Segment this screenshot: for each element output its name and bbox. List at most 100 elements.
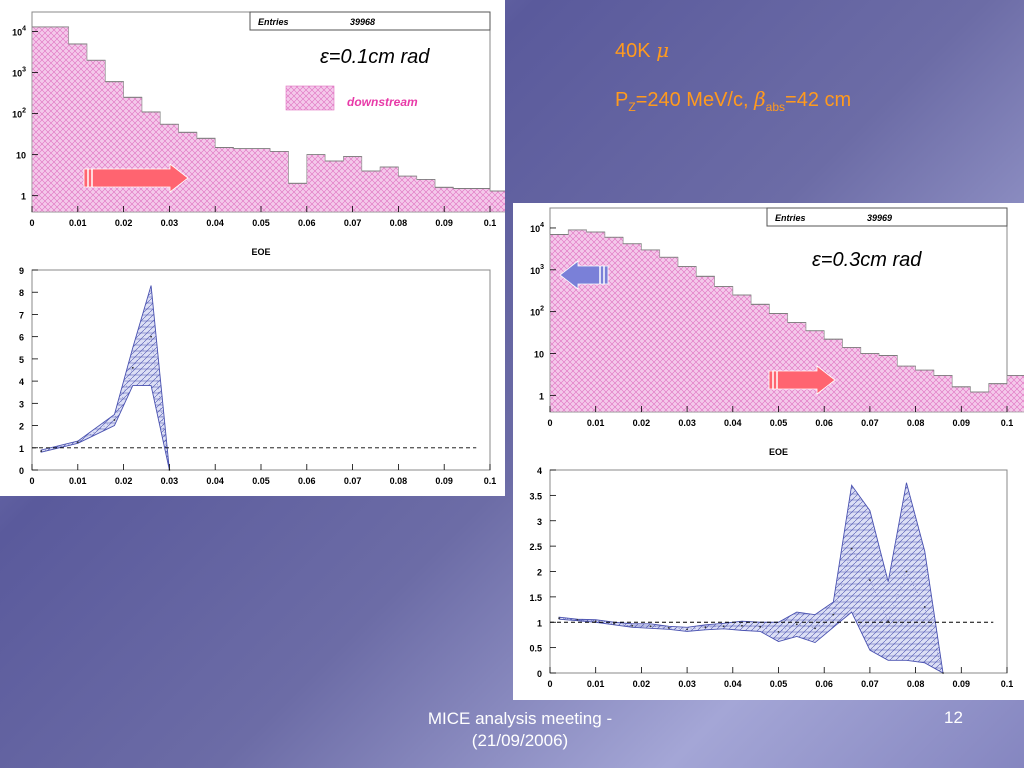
- ratio-point: [741, 624, 743, 627]
- y-tick-label: 9: [19, 266, 24, 276]
- ratio-point: [631, 624, 634, 627]
- epsilon-label-left: ε=0.1cm rad: [320, 46, 430, 68]
- x-tick-label: 0.05: [770, 418, 788, 428]
- ratio-point: [576, 618, 579, 621]
- y-tick-label: 103: [12, 67, 26, 79]
- y-tick-label: 1: [21, 192, 26, 202]
- ratio-point: [613, 622, 615, 625]
- y-tick-label: 0.5: [529, 644, 542, 654]
- ratio-central: [559, 548, 944, 674]
- x-tick-label: 0.08: [390, 476, 408, 486]
- header-muon-count: 40K μ: [615, 38, 669, 63]
- ratio-point: [832, 613, 835, 616]
- ratio-point: [558, 617, 561, 620]
- x-tick-label: 0.05: [252, 476, 270, 486]
- stats-value: 39968: [350, 17, 375, 27]
- x-tick-label: 0.06: [298, 218, 316, 228]
- x-tick-label: 0.02: [633, 679, 651, 689]
- right-plots-svg: 0 0.01 0.02 0.03 0.04 0.05 0.06 0.07 0.08 0.09 0.1…: [529, 207, 1024, 689]
- x-tick-label: 0.09: [953, 418, 971, 428]
- histogram-right: 0 0.01 0.02 0.03 0.04 0.05 0.06 0.07 0.08 0.09 0.1…: [530, 207, 1024, 457]
- ratio-point: [887, 620, 890, 623]
- epsilon-label-right: ε=0.3cm rad: [812, 249, 922, 271]
- ratio-plot-left: 0 0.01 0.02 0.03 0.04 0.05 0.06 0.07 0.08 0.09 0.1…: [19, 266, 496, 486]
- y-tick-label: 103: [530, 264, 544, 276]
- left-plot-panel: 0 0.01 0.02 0.03 0.04 0.05 0.06 0.07 0.08 0.09 0.1…: [0, 0, 509, 496]
- ratio-point: [76, 441, 79, 444]
- ratio-point: [667, 626, 670, 629]
- y-tick-label: 2: [537, 568, 542, 578]
- left-plots-svg: 0 0.01 0.02 0.03 0.04 0.05 0.06 0.07 0.08 0.09 0.1…: [12, 11, 509, 486]
- x-tick-label: 0.01: [587, 418, 605, 428]
- x-tick-label: 0.02: [115, 218, 133, 228]
- header-beam-params: PZ=240 MeV/c, βabs=42 cm: [615, 87, 851, 114]
- ratio-band: [40, 285, 170, 471]
- beta-end: =42 cm: [785, 89, 852, 111]
- y-tick-label: 8: [19, 288, 24, 298]
- ratio-point: [594, 620, 597, 623]
- stats-box: [249, 11, 491, 31]
- x-tick-label: 0.04: [206, 218, 224, 228]
- mu-symbol: μ: [656, 38, 670, 62]
- ratio-point: [942, 672, 944, 674]
- ratio-band: [558, 482, 944, 674]
- pz-p: P: [615, 89, 629, 111]
- ratio-plot-right: 0 0.01 0.02 0.03 0.04 0.05 0.06 0.07 0.08 0.09 0.1…: [529, 466, 1013, 689]
- ratio-point: [722, 625, 725, 628]
- y-tick-label: 7: [19, 310, 24, 320]
- ratio-point: [905, 570, 908, 573]
- x-tick-label: 0: [547, 418, 552, 428]
- ratio-point: [869, 579, 871, 582]
- x-axis-label: EOE: [251, 247, 270, 257]
- x-tick-label: 0.06: [815, 679, 833, 689]
- x-tick-label: 0.1: [1001, 679, 1014, 689]
- ratio-point: [704, 626, 707, 629]
- arrow-left-icon: [559, 260, 609, 290]
- y-tick-label: 4: [19, 377, 24, 387]
- ratio-point: [777, 630, 780, 633]
- y-tick-label: 102: [12, 108, 26, 120]
- x-tick-label: 0.06: [815, 418, 833, 428]
- ratio-point: [923, 606, 926, 608]
- ratio-point: [150, 335, 152, 338]
- legend-label: downstream: [347, 95, 418, 109]
- ratio-point: [850, 547, 853, 550]
- ratio-point: [814, 627, 816, 630]
- y-tick-label: 0: [537, 669, 542, 679]
- x-tick-label: 0.03: [161, 476, 179, 486]
- footer-meeting-line2: (21/09/2006): [471, 731, 569, 750]
- x-tick-label: 0.03: [678, 679, 696, 689]
- stats-box: [766, 207, 1008, 227]
- x-tick-label: 0.09: [435, 476, 453, 486]
- x-tick-label: 0.02: [115, 476, 133, 486]
- stats-label: Entries: [258, 17, 289, 27]
- x-tick-label: 0.09: [953, 679, 971, 689]
- y-tick-label: 3.5: [529, 491, 542, 501]
- y-tick-label: 1: [537, 618, 542, 628]
- beta-sub: abs: [765, 100, 786, 114]
- x-tick-label: 0.04: [206, 476, 224, 486]
- y-tick-label: 1.5: [529, 593, 542, 603]
- x-tick-label: 0.04: [724, 418, 742, 428]
- y-tick-label: 2: [19, 422, 24, 432]
- x-tick-label: 0.03: [161, 218, 179, 228]
- x-tick-label: 0.1: [1001, 418, 1014, 428]
- arrow-right-icon: [83, 163, 189, 193]
- plot-frame: [31, 269, 491, 471]
- x-tick-label: 0.05: [770, 679, 788, 689]
- x-tick-label: 0.07: [861, 418, 879, 428]
- y-tick-label: 5: [19, 355, 24, 365]
- x-tick-label: 0.06: [298, 476, 316, 486]
- x-tick-label: 0.01: [69, 476, 87, 486]
- x-tick-label: 0.05: [252, 218, 270, 228]
- y-tick-label: 3: [537, 517, 542, 527]
- y-tick-label: 104: [12, 26, 26, 38]
- y-tick-label: 3: [19, 399, 24, 409]
- ratio-point: [649, 625, 652, 628]
- pz-sub: Z: [628, 100, 636, 114]
- y-tick-label: 102: [530, 306, 544, 318]
- x-tick-label: 0.04: [724, 679, 742, 689]
- y-tick-label: 4: [537, 466, 542, 476]
- footer-meeting: MICE analysis meeting - (21/09/2006): [390, 708, 650, 752]
- x-tick-label: 0.1: [484, 218, 497, 228]
